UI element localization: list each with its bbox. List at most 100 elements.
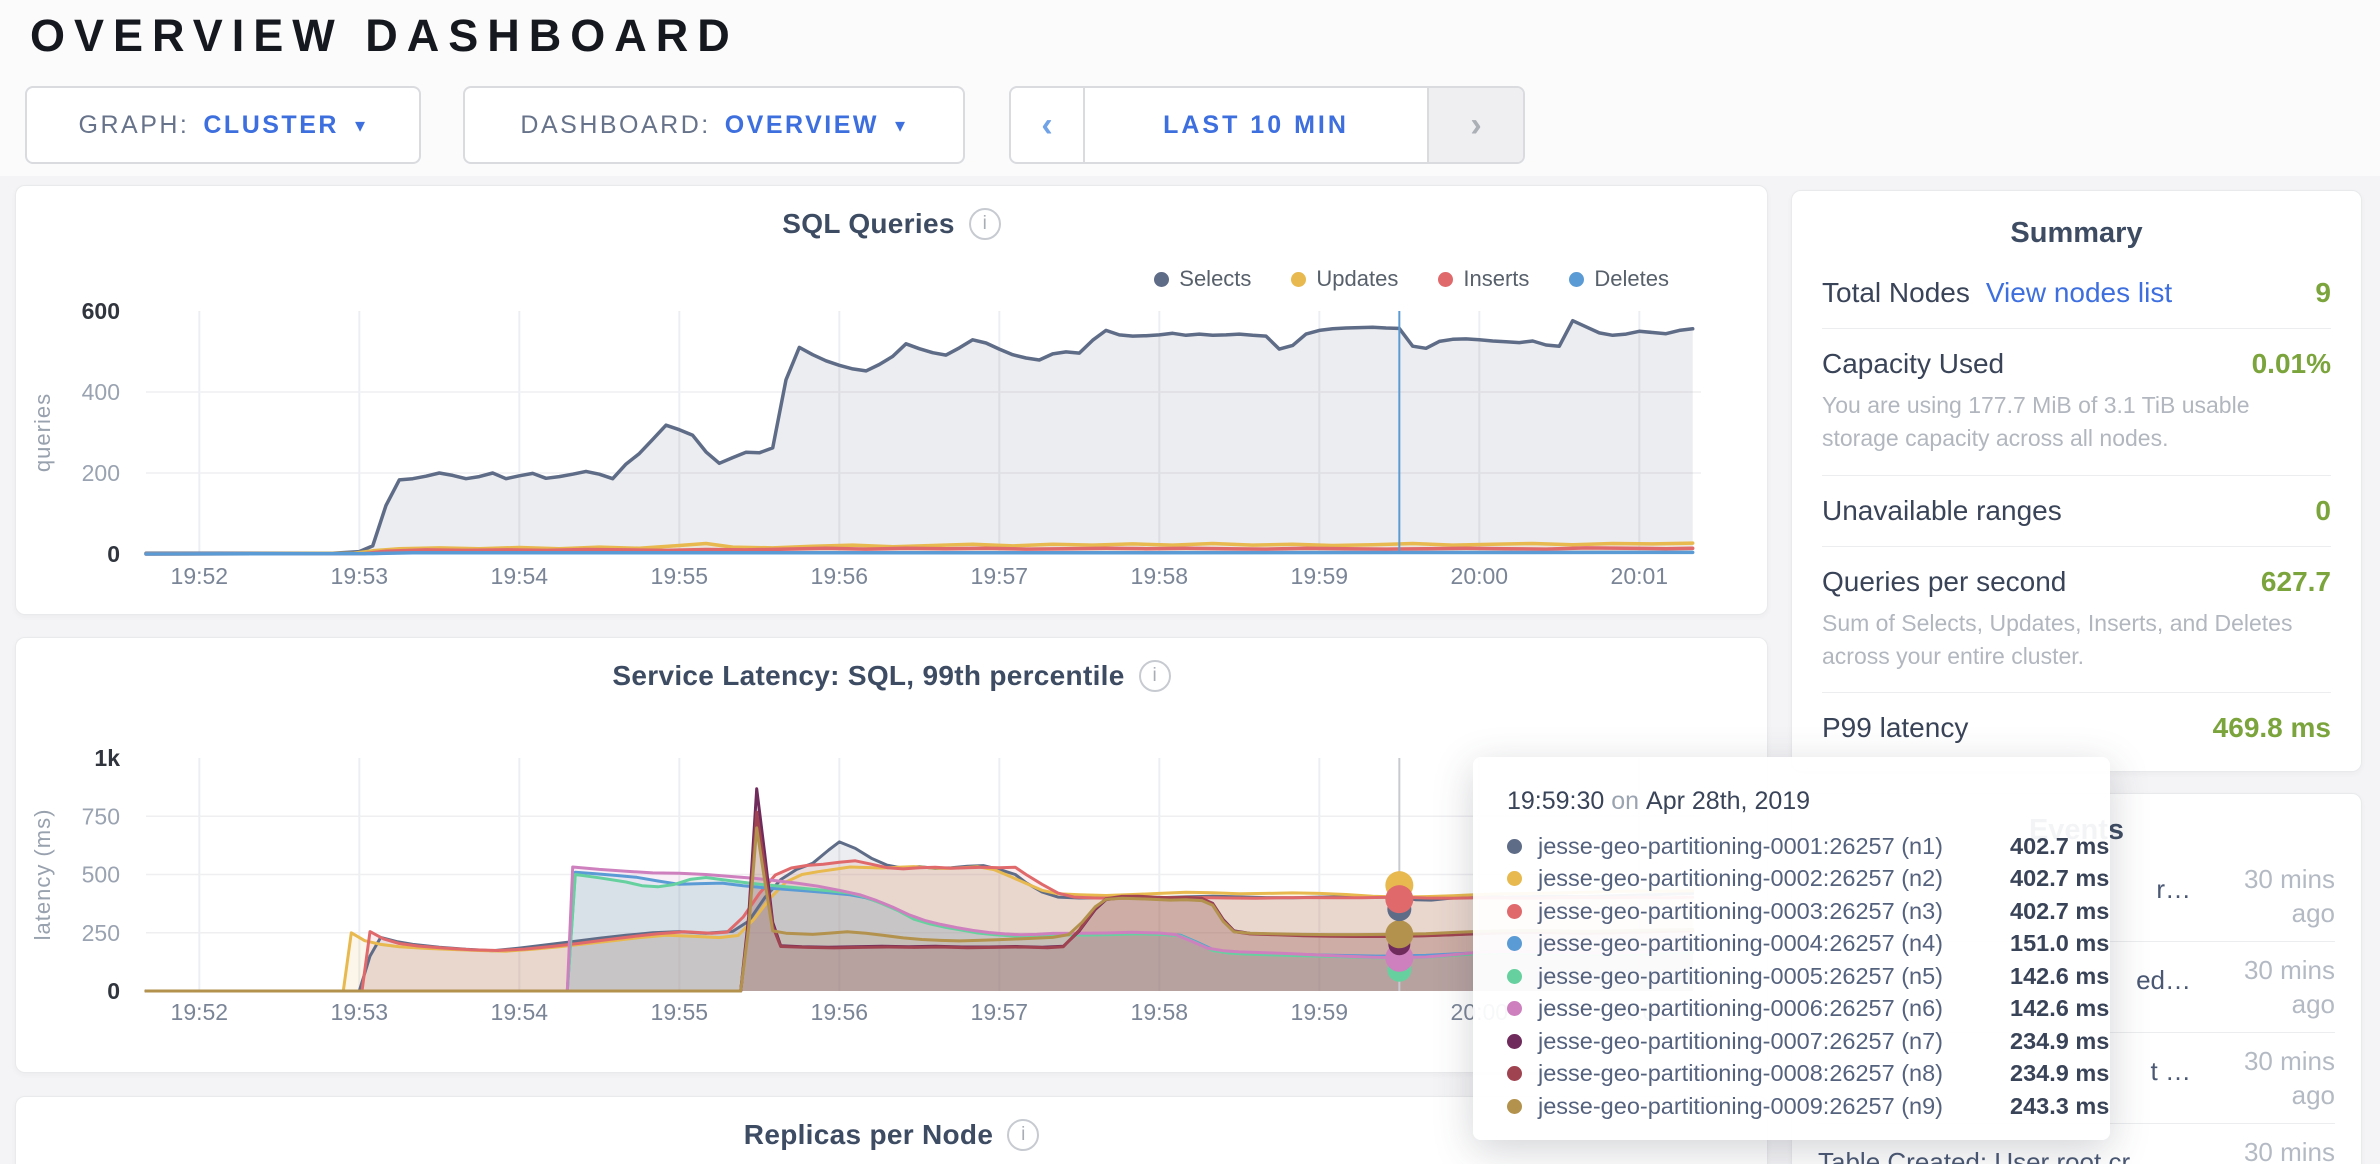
summary-row-value: 9: [2315, 277, 2331, 308]
series-dot-icon: [1507, 871, 1522, 887]
summary-row-label: Unavailable ranges: [1822, 494, 2062, 526]
chart-hover-tooltip: 19:59:30 on Apr 28th, 2019 jesse-geo-par…: [1473, 757, 2110, 1140]
sql-queries-title: SQL Queries: [782, 208, 955, 239]
svg-text:500: 500: [82, 862, 120, 888]
tooltip-node-value: 234.9 ms: [2010, 1027, 2110, 1054]
summary-row: P99 latency 469.8 ms: [1822, 693, 2331, 763]
sql-queries-card: SQL Queries i Selects Updates Inserts Delet…: [15, 185, 1768, 615]
tooltip-node-name: jesse-geo-partitioning-0004:26257 (n4): [1538, 930, 1943, 957]
tooltip-node-value: 402.7 ms: [2010, 865, 2110, 892]
info-icon[interactable]: i: [1138, 660, 1171, 692]
summary-row-main: Capacity Used 0.01%: [1822, 348, 2331, 380]
time-range-control: ‹ LAST 10 MIN ›: [1009, 86, 1525, 164]
event-text: ed…: [2136, 965, 2191, 995]
svg-text:1k: 1k: [94, 745, 120, 771]
legend-label: Deletes: [1594, 266, 1669, 291]
legend-dot-icon: [1569, 271, 1585, 287]
sql-queries-legend: Selects Updates Inserts Deletes: [1154, 266, 1669, 292]
tooltip-row: jesse-geo-partitioning-0001:26257 (n1) 40…: [1507, 830, 2110, 863]
tooltip-node-value: 234.9 ms: [2010, 1060, 2110, 1087]
svg-text:19:56: 19:56: [811, 999, 869, 1025]
legend-item-deletes[interactable]: Deletes: [1569, 266, 1669, 292]
replicas-title: Replicas per Node: [743, 1119, 994, 1150]
svg-text:19:59: 19:59: [1291, 563, 1349, 589]
event-timestamp: 30 mins ago: [2243, 1137, 2335, 1164]
event-timestamp: 30 mins ago: [2243, 955, 2335, 1019]
graph-dropdown[interactable]: GRAPH: CLUSTER ▾: [25, 86, 421, 164]
legend-item-inserts[interactable]: Inserts: [1438, 266, 1529, 292]
event-row: Table Created: User root cr… 30 mins ago: [1818, 1124, 2335, 1164]
summary-row-label: P99 latency: [1822, 712, 1969, 744]
legend-label: Inserts: [1463, 266, 1530, 291]
summary-row-value: 469.8 ms: [2212, 712, 2331, 744]
summary-row-value: 0.01%: [2251, 348, 2331, 379]
time-range-next-button[interactable]: ›: [1429, 88, 1523, 162]
series-dot-icon: [1507, 936, 1522, 952]
time-range-prev-button[interactable]: ‹: [1041, 105, 1053, 144]
tooltip-node-value: 402.7 ms: [2010, 897, 2110, 924]
dashboard-dropdown[interactable]: DASHBOARD: OVERVIEW ▾: [463, 86, 965, 164]
series-dot-icon: [1507, 1001, 1522, 1017]
tooltip-row: jesse-geo-partitioning-0003:26257 (n3) 40…: [1507, 895, 2110, 928]
svg-text:19:58: 19:58: [1131, 999, 1189, 1025]
event-text: r…: [2156, 874, 2191, 904]
svg-text:19:52: 19:52: [171, 563, 229, 589]
tooltip-node-name: jesse-geo-partitioning-0001:26257 (n1): [1538, 832, 1943, 859]
series-dot-icon: [1507, 1098, 1522, 1114]
service-latency-card: Service Latency: SQL, 99th percentile i …: [15, 637, 1768, 1073]
tooltip-row: jesse-geo-partitioning-0006:26257 (n6) 14…: [1507, 993, 2110, 1026]
info-icon[interactable]: i: [1007, 1119, 1040, 1151]
svg-text:19:59: 19:59: [1291, 999, 1349, 1025]
svg-text:19:57: 19:57: [971, 563, 1029, 589]
tooltip-node-name: jesse-geo-partitioning-0005:26257 (n5): [1538, 962, 1943, 989]
svg-text:19:54: 19:54: [491, 563, 549, 589]
svg-text:queries: queries: [30, 393, 55, 472]
service-latency-chart[interactable]: 1k 750 500 250 0 latency (ms) 19:52 19:53 19:54 1…: [16, 638, 1769, 1074]
tooltip-time: 19:59:30: [1507, 787, 1605, 815]
tooltip-node-value: 142.6 ms: [2010, 995, 2110, 1022]
svg-text:0: 0: [107, 541, 120, 567]
legend-item-selects[interactable]: Selects: [1154, 266, 1251, 292]
tooltip-header: 19:59:30 on Apr 28th, 2019: [1507, 787, 1811, 815]
tooltip-row: jesse-geo-partitioning-0004:26257 (n4) 15…: [1507, 928, 2110, 961]
svg-text:19:57: 19:57: [971, 999, 1029, 1025]
svg-text:19:58: 19:58: [1131, 563, 1189, 589]
summary-row-main: Total Nodes View nodes list 9: [1822, 277, 2331, 309]
summary-row: Unavailable ranges 0: [1822, 476, 2331, 547]
svg-text:19:52: 19:52: [171, 999, 229, 1025]
tooltip-row: jesse-geo-partitioning-0002:26257 (n2) 40…: [1507, 863, 2110, 896]
events-rows: r… 30 mins ago ed… 30 mins ago t … 30 mins ag…: [1792, 851, 2361, 1164]
summary-row-main: Queries per second 627.7: [1822, 566, 2331, 598]
dashboard-dropdown-value: OVERVIEW: [724, 110, 880, 139]
tooltip-node-name: jesse-geo-partitioning-0009:26257 (n9): [1538, 1092, 1943, 1119]
sql-queries-chart[interactable]: 600 400 200 0 queries 19:52 19:53 19:54 19:55 19:…: [16, 186, 1769, 616]
tooltip-row: jesse-geo-partitioning-0005:26257 (n5) 14…: [1507, 960, 2110, 993]
legend-dot-icon: [1438, 271, 1454, 287]
info-icon[interactable]: i: [968, 208, 1001, 240]
chevron-down-icon: ▾: [895, 114, 908, 137]
summary-row-value: 627.7: [2260, 565, 2331, 597]
svg-text:19:55: 19:55: [651, 999, 709, 1025]
summary-panel: Summary Total Nodes View nodes list 9 Capac…: [1791, 190, 2362, 772]
tooltip-node-name: jesse-geo-partitioning-0003:26257 (n3): [1538, 897, 1943, 924]
event-timestamp: 30 mins ago: [2243, 864, 2335, 928]
chevron-down-icon: ▾: [354, 114, 368, 137]
tooltip-row: jesse-geo-partitioning-0008:26257 (n8) 23…: [1507, 1058, 2110, 1091]
svg-text:250: 250: [82, 920, 120, 946]
service-latency-title: Service Latency: SQL, 99th percentile: [612, 660, 1125, 691]
series-dot-icon: [1507, 903, 1522, 919]
legend-item-updates[interactable]: Updates: [1291, 266, 1398, 292]
summary-title: Summary: [2010, 217, 2143, 249]
summary-row-label: Queries per second: [1822, 565, 2067, 597]
summary-row: Total Nodes View nodes list 9: [1822, 258, 2331, 329]
legend-label: Selects: [1179, 266, 1252, 291]
graph-dropdown-value: CLUSTER: [203, 110, 339, 139]
legend-dot-icon: [1154, 271, 1170, 287]
summary-row-link[interactable]: View nodes list: [1985, 277, 2173, 308]
tooltip-node-value: 151.0 ms: [2010, 930, 2110, 957]
time-range-label[interactable]: LAST 10 MIN: [1083, 88, 1429, 162]
svg-text:19:53: 19:53: [331, 563, 389, 589]
summary-row-main: Unavailable ranges 0: [1822, 495, 2331, 527]
series-dot-icon: [1507, 968, 1522, 984]
dashboard-dropdown-label: DASHBOARD:: [520, 110, 711, 139]
